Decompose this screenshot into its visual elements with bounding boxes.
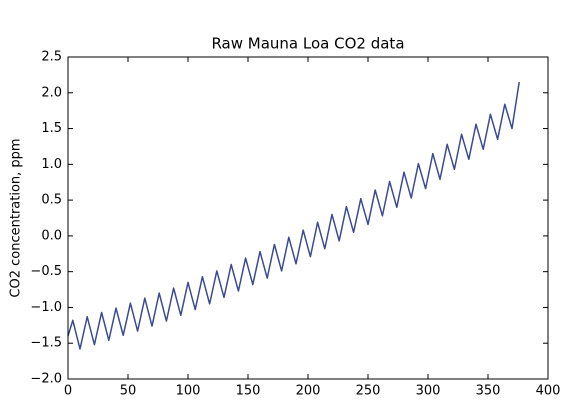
x-tick-label: 200	[296, 384, 321, 399]
data-line	[67, 81, 520, 350]
plot-frame	[67, 56, 549, 380]
y-tick-label: 0.0	[41, 228, 62, 243]
chart-title: Raw Mauna Loa CO2 data	[211, 35, 404, 53]
x-tick-label: 350	[476, 384, 501, 399]
y-axis-label: CO2 concentration, ppm	[9, 138, 24, 297]
y-tick-label: −1.0	[30, 300, 62, 315]
y-tick-label: −0.5	[30, 264, 62, 279]
y-tick-label: 2.0	[41, 85, 62, 100]
x-tick-label: 0	[64, 384, 72, 399]
x-tick-label: 150	[236, 384, 261, 399]
y-tick-label: 1.5	[41, 121, 62, 136]
y-tick-label: −2.0	[30, 372, 62, 387]
x-tick-label: 100	[176, 384, 201, 399]
x-tick-label: 50	[120, 384, 137, 399]
x-tick-label: 300	[416, 384, 441, 399]
x-tick-label: 400	[536, 384, 561, 399]
y-tick-label: 0.5	[41, 193, 62, 208]
y-tick-label: −1.5	[30, 336, 62, 351]
y-tick-label: 2.5	[41, 50, 62, 65]
x-tick-label: 250	[356, 384, 381, 399]
y-tick-label: 1.0	[41, 157, 62, 172]
